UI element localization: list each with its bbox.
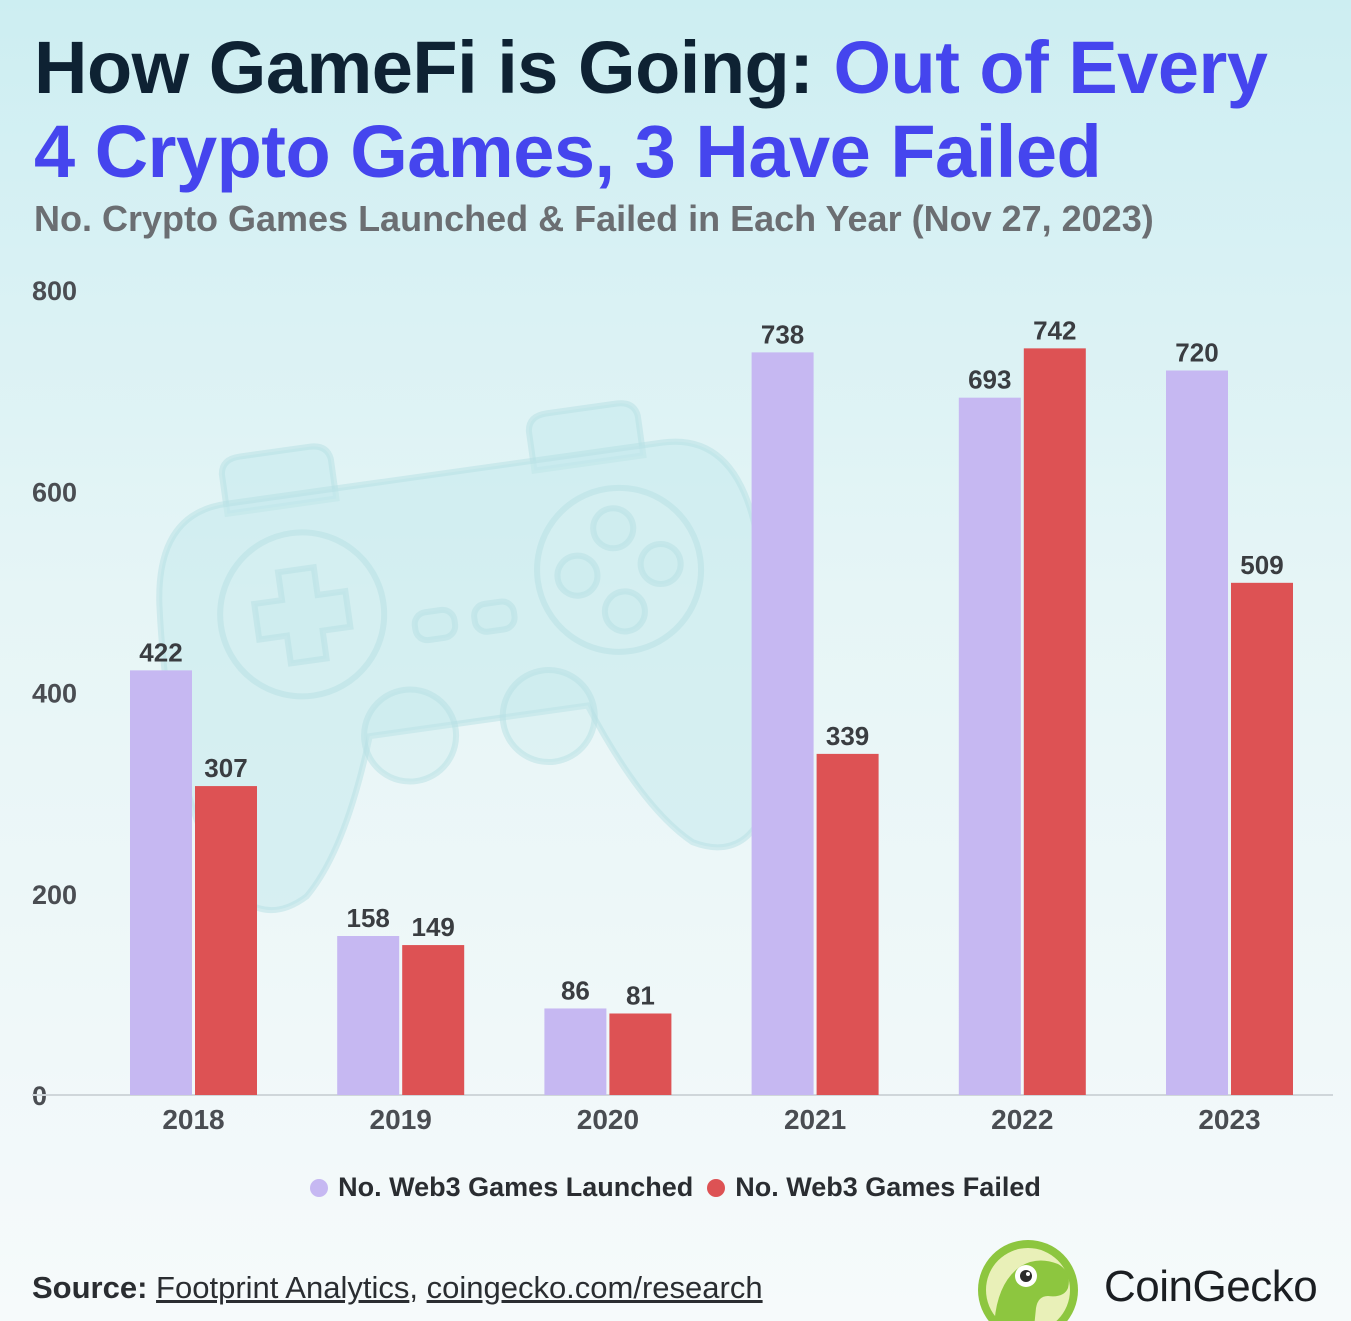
bar-value-label: 693 (968, 365, 1011, 395)
source-link-footprint[interactable]: Footprint Analytics (156, 1270, 410, 1305)
bar-value-label: 158 (347, 903, 390, 933)
y-tick-label: 600 (32, 477, 77, 507)
source-link-coingecko[interactable]: coingecko.com/research (426, 1270, 763, 1305)
bar-value-label: 81 (626, 980, 655, 1010)
chart-title: How GameFi is Going: Out of Every 4 Crypt… (34, 26, 1334, 194)
bar-launched (958, 397, 1021, 1095)
x-tick-label: 2018 (162, 1104, 224, 1135)
x-axis-ticks: 2018 2019 2020 2021 2022 2023 (162, 1104, 1260, 1135)
bars: 422 307 158 149 86 81 738 339 693 742 720 509 (130, 315, 1293, 1095)
bar-launched (1166, 370, 1228, 1095)
bar-launched (130, 670, 192, 1095)
brand-logo: CoinGecko (976, 1238, 1346, 1321)
bar-chart: 0200400600800 42230715814986817383396937… (32, 276, 1333, 1135)
chart-subtitle: No. Crypto Games Launched & Failed in Ea… (34, 198, 1154, 239)
bar-value-label: 149 (412, 912, 455, 942)
bar-failed (195, 786, 257, 1095)
x-tick-label: 2019 (370, 1104, 432, 1135)
title-part-3: 4 Crypto Games, 3 Have Failed (34, 110, 1102, 193)
bar-value-label: 509 (1240, 550, 1283, 580)
coingecko-logo-icon (978, 1240, 1078, 1321)
title-part-2: Out of Every (833, 26, 1268, 109)
bar-value-label: 720 (1175, 338, 1218, 368)
bar-value-label: 86 (561, 975, 590, 1005)
y-tick-label: 400 (32, 679, 77, 709)
bar-failed (1231, 582, 1293, 1095)
x-tick-label: 2022 (991, 1104, 1053, 1135)
bar-launched (544, 1008, 607, 1095)
legend: No. Web3 Games Launched No. Web3 Games F… (0, 1172, 1351, 1203)
source-line: Source: Footprint Analytics, coingecko.c… (32, 1270, 763, 1306)
bar-value-label: 339 (826, 721, 869, 751)
y-tick-label: 200 (32, 880, 77, 910)
x-tick-label: 2020 (577, 1104, 639, 1135)
legend-swatch-launched (310, 1178, 329, 1197)
bar-failed (816, 753, 879, 1095)
bar-failed (402, 945, 465, 1095)
bar-failed (1023, 348, 1086, 1095)
y-axis-ticks: 0200400600800 (32, 276, 77, 1111)
legend-label-failed: No. Web3 Games Failed (735, 1172, 1041, 1202)
game-controller-icon (156, 400, 781, 914)
x-tick-label: 2021 (784, 1104, 846, 1135)
legend-swatch-failed (707, 1178, 726, 1197)
bar-launched (337, 936, 400, 1095)
bar-value-label: 422 (139, 637, 182, 667)
bar-value-label: 307 (204, 753, 247, 783)
y-tick-label: 800 (32, 276, 77, 306)
x-tick-label: 2023 (1198, 1104, 1260, 1135)
bar-launched (751, 352, 814, 1095)
bar-value-label: 738 (761, 319, 804, 349)
legend-item-launched: No. Web3 Games Launched (310, 1172, 693, 1203)
source-label: Source: (32, 1270, 148, 1305)
bar-value-label: 742 (1033, 315, 1076, 345)
legend-label-launched: No. Web3 Games Launched (338, 1172, 694, 1202)
bar-failed (609, 1013, 672, 1095)
source-separator: , (409, 1270, 418, 1305)
legend-item-failed: No. Web3 Games Failed (707, 1172, 1041, 1203)
brand-name: CoinGecko (1104, 1262, 1318, 1311)
title-part-1: How GameFi is Going: (34, 26, 834, 109)
